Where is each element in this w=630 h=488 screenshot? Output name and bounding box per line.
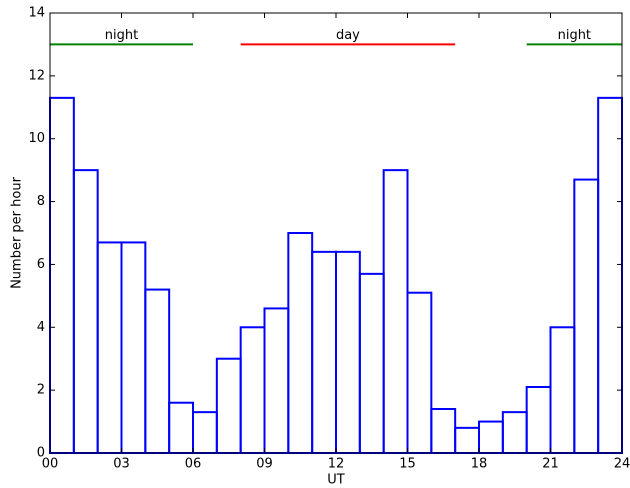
- x-tick-label: 24: [614, 457, 630, 472]
- x-tick-label: 18: [471, 457, 488, 472]
- bar: [335, 250, 361, 454]
- bar: [144, 288, 171, 455]
- x-tick-label: 12: [328, 457, 345, 472]
- bar: [382, 169, 409, 454]
- x-axis-label: UT: [327, 473, 345, 488]
- bar: [263, 307, 290, 454]
- bar: [168, 401, 195, 455]
- bar: [192, 411, 218, 454]
- annotation-label: night: [105, 28, 138, 43]
- y-tick-label: 14: [28, 6, 45, 21]
- bar: [215, 357, 242, 455]
- annotation-label: night: [558, 28, 591, 43]
- bar: [430, 408, 457, 454]
- bar: [597, 96, 624, 454]
- bar: [120, 241, 147, 454]
- y-tick-label: 4: [37, 320, 45, 335]
- x-tick-label: 09: [256, 457, 273, 472]
- bar: [311, 250, 337, 454]
- bar: [239, 326, 266, 454]
- y-tick-label: 8: [37, 194, 45, 209]
- x-tick-label: 21: [542, 457, 559, 472]
- bar: [501, 411, 528, 454]
- y-tick-label: 10: [28, 131, 45, 146]
- bar: [72, 169, 99, 454]
- x-tick-label: 15: [399, 457, 416, 472]
- y-tick-label: 6: [37, 257, 45, 272]
- bar: [525, 386, 552, 454]
- y-axis-label: Number per hour: [10, 176, 25, 289]
- bar: [478, 420, 504, 455]
- bar: [549, 326, 576, 454]
- y-tick-label: 2: [37, 383, 45, 398]
- bar: [454, 426, 480, 455]
- x-tick-label: 06: [185, 457, 202, 472]
- bar: [573, 178, 600, 454]
- annotation-label: day: [336, 28, 360, 43]
- x-tick-label: 03: [113, 457, 130, 472]
- y-tick-label: 12: [28, 68, 45, 83]
- bar: [406, 291, 433, 455]
- bar: [358, 272, 385, 454]
- y-tick-label: 0: [37, 446, 45, 461]
- bar: [49, 96, 75, 454]
- bar: [96, 241, 123, 454]
- x-tick-label: 00: [42, 457, 59, 472]
- bar: [287, 232, 314, 454]
